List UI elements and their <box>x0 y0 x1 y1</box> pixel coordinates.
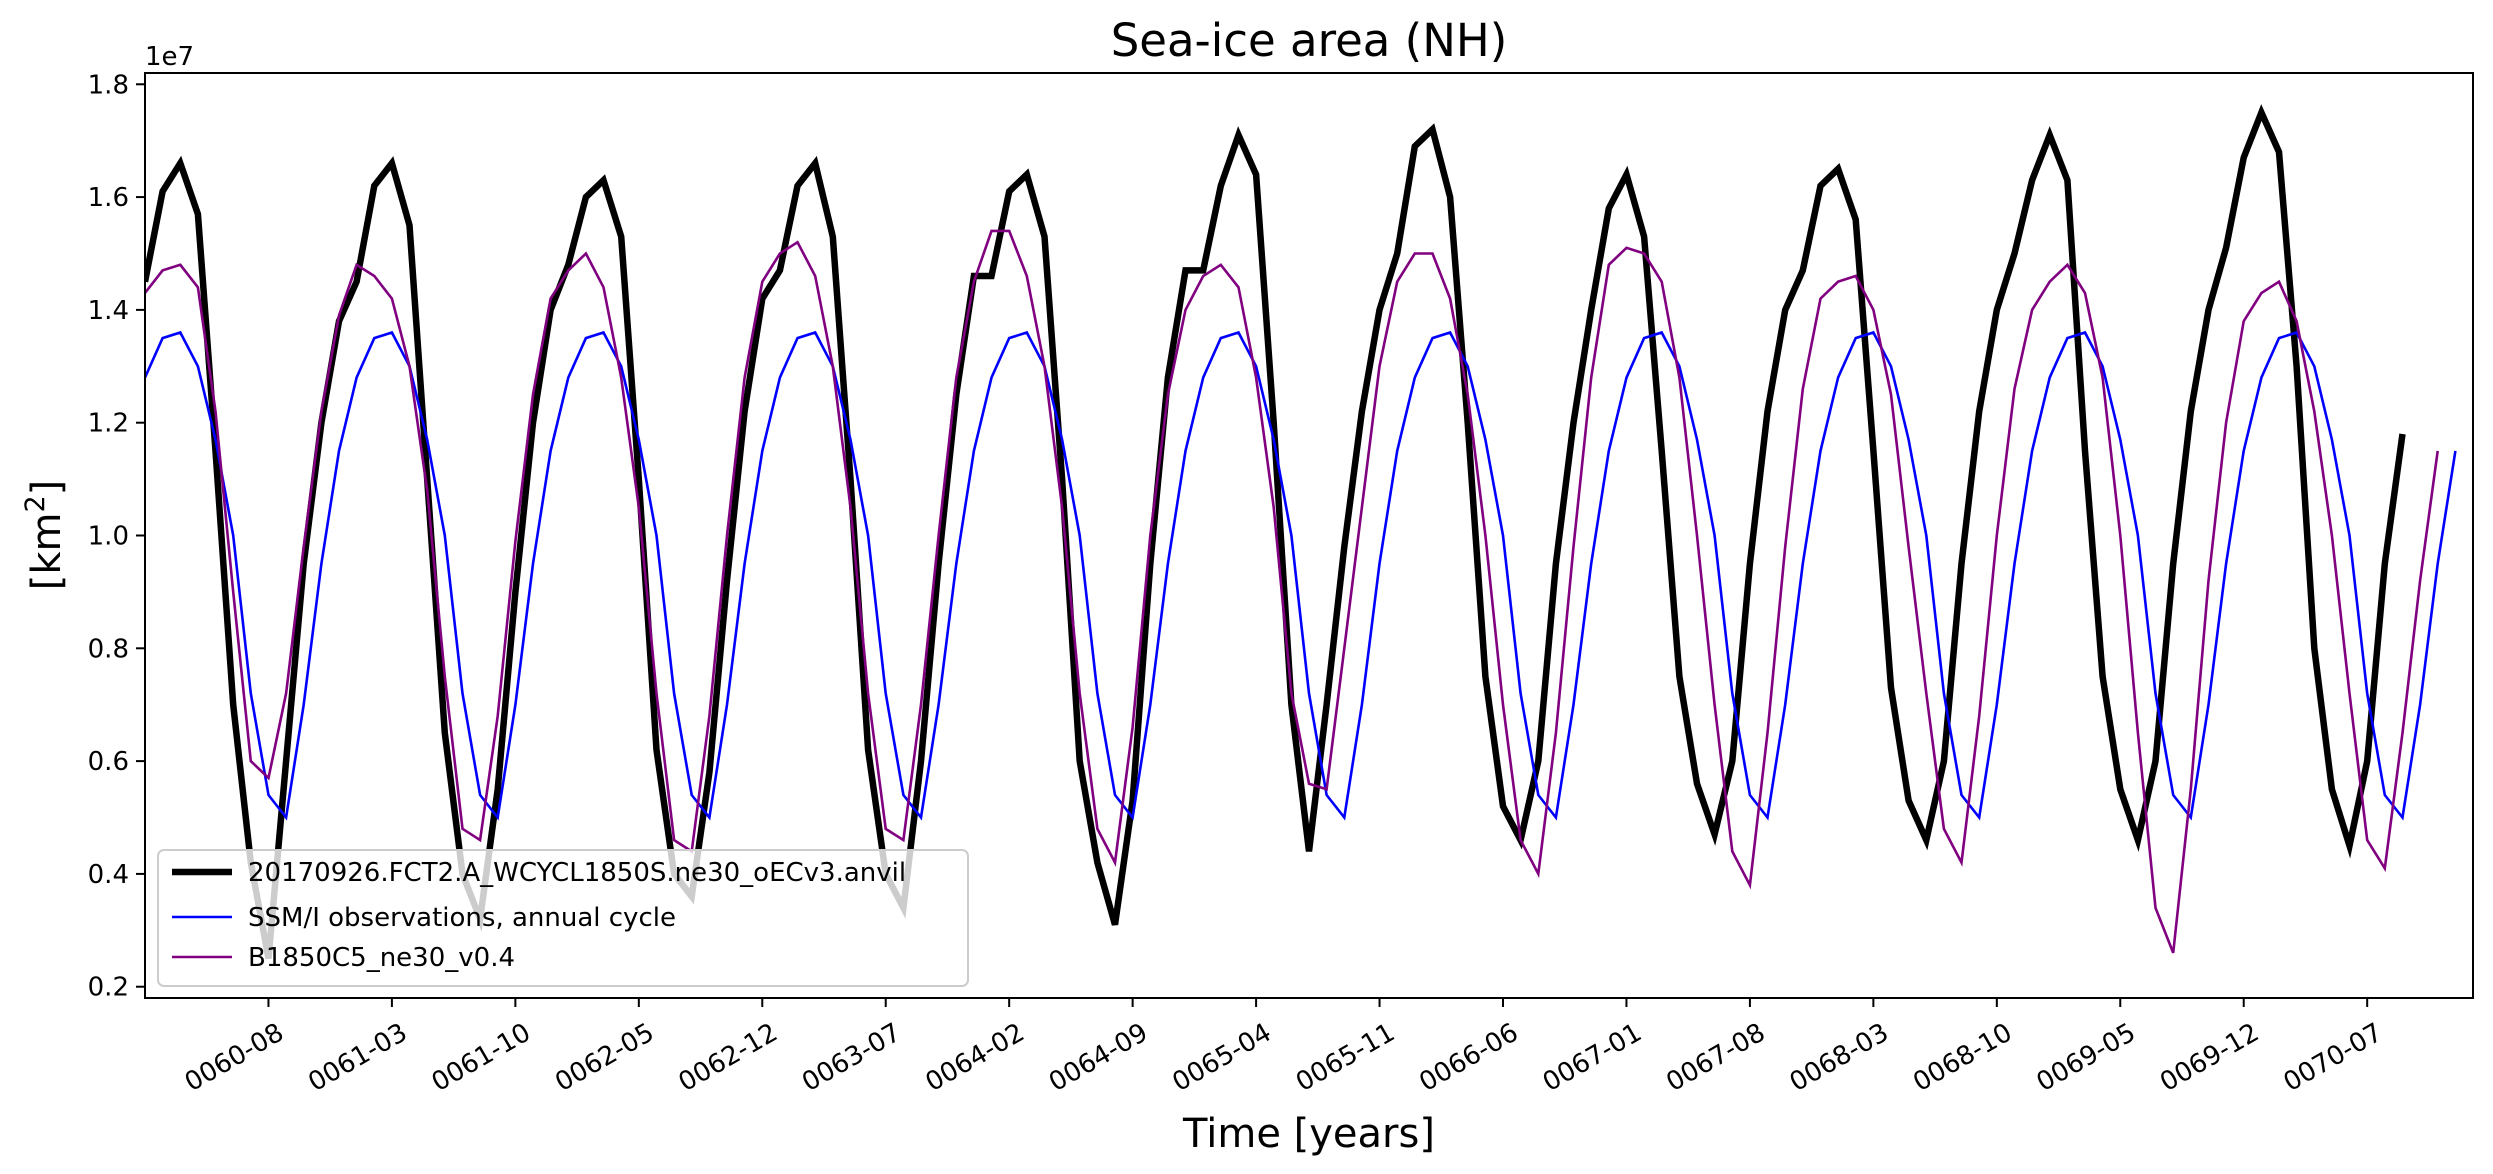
x-tick-label: 0067-08 <box>1661 1018 1770 1098</box>
x-tick-label: 0064-02 <box>921 1018 1030 1098</box>
x-tick-label: 0060-08 <box>180 1018 289 1098</box>
legend: 20170926.FCT2.A_WCYCL1850S.ne30_oECv3.an… <box>157 849 969 987</box>
series-layer <box>145 104 2457 960</box>
y-tick-label: 1.6 <box>88 183 129 213</box>
x-tick-label: 0068-03 <box>1785 1018 1894 1098</box>
x-tick-label: 0068-10 <box>1908 1018 2017 1098</box>
y-tick-label: 1.4 <box>88 296 129 326</box>
series-line-0 <box>145 104 2406 960</box>
x-tick-label: 0069-12 <box>2155 1018 2264 1098</box>
y-tick-label: 0.2 <box>88 973 129 1003</box>
x-tick-label: 0070-07 <box>2279 1018 2388 1098</box>
y-tick-label: 1.0 <box>88 522 129 552</box>
x-tick-label: 0064-09 <box>1044 1018 1153 1098</box>
y-tick-label: 0.6 <box>88 747 129 777</box>
legend-label-anvil: 20170926.FCT2.A_WCYCL1850S.ne30_oECv3.an… <box>248 858 906 888</box>
x-tick-label: 0061-03 <box>303 1018 412 1098</box>
y-axis: 0.2 0.4 0.6 0.8 1.0 1.2 1.4 1.6 1.8 <box>88 70 145 1003</box>
y-axis-label-close: ] <box>24 480 70 496</box>
x-tick-label: 0067-01 <box>1538 1018 1647 1098</box>
y-offset-text: 1e7 <box>145 42 194 72</box>
chart-title: Sea-ice area (NH) <box>1111 14 1508 67</box>
legend-label-ssmi: SSM/I observations, annual cycle <box>248 903 676 933</box>
y-tick-label: 0.4 <box>88 860 129 890</box>
x-tick-label: 0062-12 <box>674 1018 783 1098</box>
x-axis: 0060-08 0061-03 0061-10 0062-05 0062-12 0063-… <box>180 998 2388 1098</box>
y-axis-label-main: [km <box>24 513 70 591</box>
x-tick-label: 0061-10 <box>427 1018 536 1098</box>
legend-label-b1850: B1850C5_ne30_v0.4 <box>248 943 515 973</box>
y-tick-label: 1.2 <box>88 409 129 439</box>
x-tick-label: 0063-07 <box>797 1018 906 1098</box>
x-axis-label: Time [years] <box>1182 1111 1435 1157</box>
legend-box <box>157 849 969 987</box>
x-tick-label: 0066-06 <box>1414 1018 1523 1098</box>
y-axis-label: [km2] <box>20 480 70 591</box>
series-line-1 <box>145 330 2457 821</box>
series-line-2 <box>145 229 2439 954</box>
y-axis-label-sup: 2 <box>20 495 51 512</box>
x-tick-label: 0065-11 <box>1291 1018 1400 1098</box>
x-tick-label: 0062-05 <box>550 1018 659 1098</box>
x-tick-label: 0069-05 <box>2032 1018 2141 1098</box>
y-tick-label: 0.8 <box>88 634 129 664</box>
x-tick-label: 0065-04 <box>1168 1018 1277 1098</box>
y-tick-label: 1.8 <box>88 70 129 100</box>
